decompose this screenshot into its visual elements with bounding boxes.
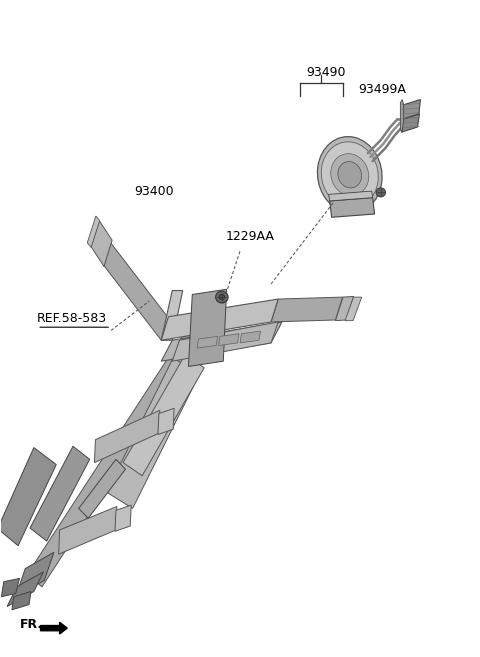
Ellipse shape xyxy=(216,291,228,303)
Polygon shape xyxy=(218,334,239,346)
Polygon shape xyxy=(123,355,204,476)
Polygon shape xyxy=(161,299,278,340)
Ellipse shape xyxy=(321,142,378,208)
Polygon shape xyxy=(115,505,131,532)
Polygon shape xyxy=(79,459,125,518)
Ellipse shape xyxy=(331,154,369,196)
Polygon shape xyxy=(87,216,100,248)
Ellipse shape xyxy=(376,188,385,197)
Polygon shape xyxy=(107,358,199,509)
Text: 93499A: 93499A xyxy=(359,83,406,97)
Polygon shape xyxy=(16,553,54,597)
Ellipse shape xyxy=(338,162,361,188)
Polygon shape xyxy=(189,289,227,367)
Polygon shape xyxy=(91,221,112,266)
Polygon shape xyxy=(12,591,31,610)
Text: 93400: 93400 xyxy=(134,185,174,198)
Polygon shape xyxy=(30,446,90,541)
Text: REF.58-583: REF.58-583 xyxy=(37,312,108,325)
Polygon shape xyxy=(59,507,117,555)
Polygon shape xyxy=(330,198,374,217)
Polygon shape xyxy=(1,578,20,597)
Polygon shape xyxy=(161,322,282,361)
Text: FR.: FR. xyxy=(20,618,43,631)
Ellipse shape xyxy=(317,137,382,213)
Polygon shape xyxy=(240,331,261,343)
Text: 1229AA: 1229AA xyxy=(226,231,275,244)
Polygon shape xyxy=(336,296,354,321)
Polygon shape xyxy=(28,332,199,587)
Polygon shape xyxy=(402,99,420,119)
Polygon shape xyxy=(95,410,160,463)
Polygon shape xyxy=(345,297,362,321)
Polygon shape xyxy=(401,114,420,132)
Polygon shape xyxy=(161,290,183,340)
FancyArrow shape xyxy=(40,622,67,634)
Polygon shape xyxy=(104,242,168,340)
Polygon shape xyxy=(0,447,56,546)
Polygon shape xyxy=(7,572,43,606)
Polygon shape xyxy=(158,408,174,434)
Polygon shape xyxy=(271,297,343,322)
Polygon shape xyxy=(329,191,372,201)
Polygon shape xyxy=(197,336,217,348)
Polygon shape xyxy=(400,99,404,132)
Polygon shape xyxy=(172,322,278,361)
Text: 93490: 93490 xyxy=(306,66,345,79)
Ellipse shape xyxy=(219,294,225,300)
